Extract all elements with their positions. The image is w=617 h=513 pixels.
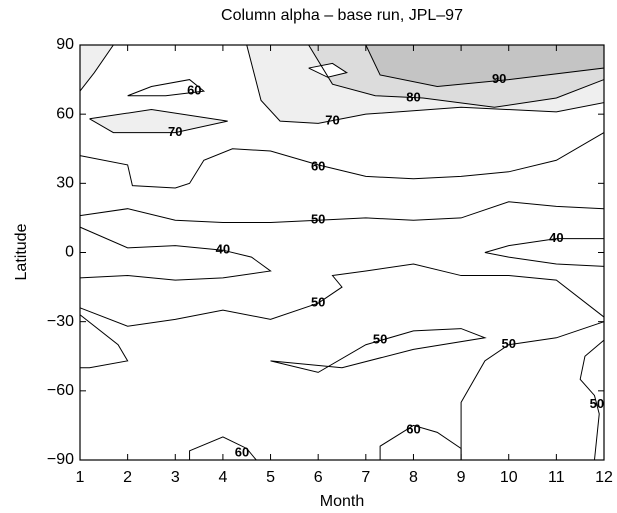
y-tick-label: 0 — [65, 244, 74, 261]
x-tick-label: 3 — [171, 469, 180, 486]
contour-line — [308, 44, 605, 108]
contour-label: 60 — [235, 445, 249, 460]
contour-line — [189, 436, 257, 461]
contour-line — [270, 328, 487, 373]
y-tick-label: −30 — [47, 313, 74, 330]
contour-line — [308, 62, 349, 78]
y-tick-label: 30 — [56, 175, 74, 192]
contour-label: 60 — [311, 159, 325, 174]
contour-label: 40 — [549, 230, 563, 245]
contour-line — [89, 109, 228, 134]
x-tick-label: 7 — [361, 469, 370, 486]
x-tick-label: 1 — [76, 469, 85, 486]
contour-label: 50 — [311, 212, 325, 227]
x-tick-label: 6 — [314, 469, 323, 486]
contour-fill — [365, 45, 604, 87]
contour-fill — [89, 109, 228, 133]
x-tick-label: 2 — [123, 469, 132, 486]
contour-label: 60 — [187, 83, 201, 98]
contour-label: 50 — [501, 336, 515, 351]
x-tick-label: 11 — [548, 469, 565, 486]
contour-label: 50 — [311, 295, 325, 310]
contour-line — [79, 201, 605, 224]
contour-label: 50 — [590, 396, 604, 411]
contour-label: 70 — [325, 113, 339, 128]
contour-label: 70 — [168, 124, 182, 139]
contour-line — [79, 132, 605, 189]
y-tick-label: −90 — [47, 451, 74, 468]
contour-label: 50 — [373, 332, 387, 347]
contour-label: 90 — [492, 71, 506, 86]
contour-line — [127, 79, 206, 97]
x-tick-label: 8 — [409, 469, 418, 486]
contour-label: 40 — [216, 242, 230, 257]
contour-line — [379, 424, 462, 460]
contour-line — [246, 44, 605, 124]
contour-label: 60 — [406, 421, 420, 436]
x-tick-label: 10 — [500, 469, 518, 486]
x-tick-label: 12 — [595, 469, 613, 486]
contour-line — [79, 263, 605, 327]
y-tick-label: 60 — [56, 105, 74, 122]
y-axis-label: Latitude — [13, 223, 30, 280]
contour-line — [460, 321, 605, 460]
contour-line — [484, 238, 605, 267]
contour-line — [79, 314, 129, 369]
contour-label: 80 — [406, 89, 420, 104]
x-tick-label: 5 — [266, 469, 275, 486]
contour-line — [79, 226, 272, 281]
x-tick-label: 9 — [457, 469, 466, 486]
contour-line — [579, 339, 605, 461]
x-axis-label: Month — [320, 493, 364, 510]
y-tick-label: 90 — [56, 36, 74, 53]
x-tick-label: 4 — [218, 469, 227, 486]
y-tick-label: −60 — [47, 382, 74, 399]
chart-title: Column alpha – base run, JPL–97 — [221, 7, 463, 24]
